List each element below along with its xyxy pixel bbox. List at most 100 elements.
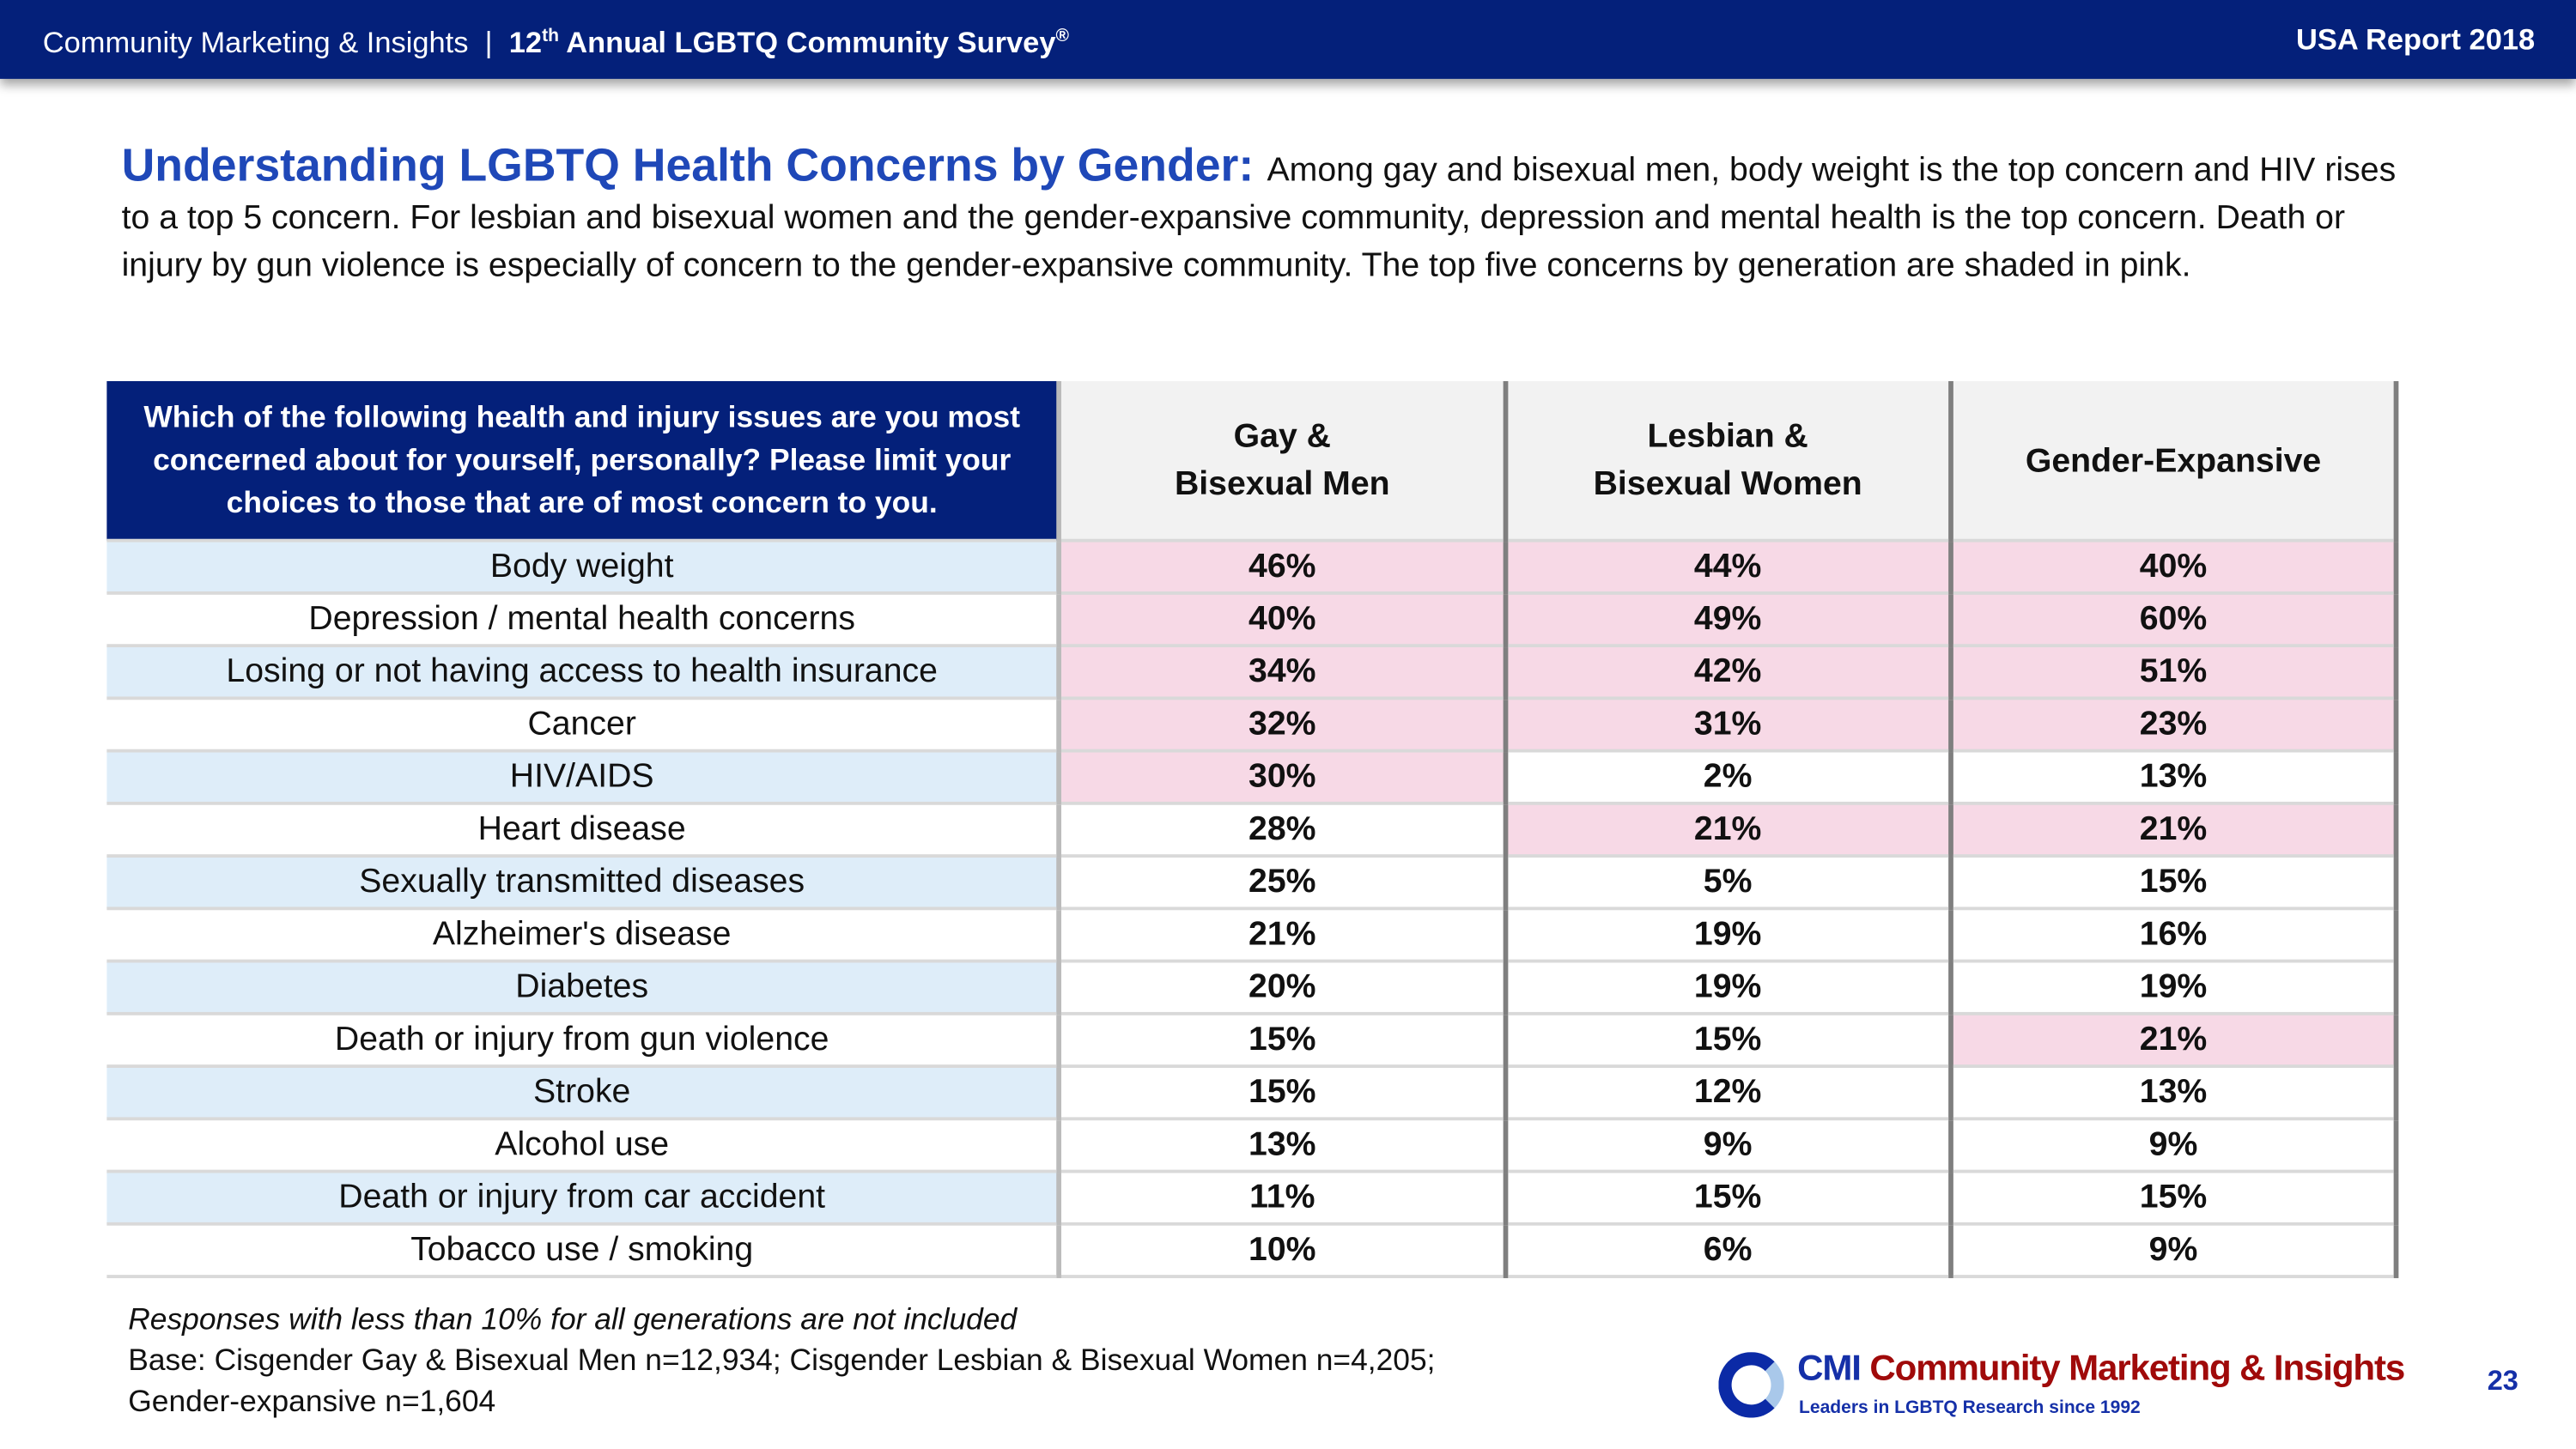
value-cell: 28% [1059, 803, 1508, 858]
value-cell: 15% [1059, 1066, 1508, 1121]
survey-name: Annual LGBTQ Community Survey [566, 26, 1056, 59]
row-label: Depression / mental health concerns [106, 592, 1062, 648]
table-row: Sexually transmitted diseases 25% 5% 15% [106, 856, 2399, 911]
value-cell: 34% [1059, 646, 1508, 700]
value-cell: 9% [1504, 1119, 1953, 1173]
column-header-line: Lesbian & [1647, 417, 1808, 456]
value-cell: 15% [1504, 1013, 1953, 1068]
value-cell: 32% [1059, 698, 1508, 753]
value-cell: 13% [1950, 750, 2399, 805]
logo-wordmark: CMI Community Marketing & Insights [1797, 1347, 2405, 1390]
value-cell: 15% [1950, 1171, 2399, 1226]
row-label: Alcohol use [106, 1119, 1062, 1173]
intro-text: Among gay and bisexual men, body weight … [121, 151, 2397, 285]
value-cell: 19% [1950, 961, 2399, 1016]
row-label: Sexually transmitted diseases [106, 856, 1062, 911]
intro: Understanding LGBTQ Health Concerns by G… [122, 142, 2422, 289]
value-cell: 5% [1504, 856, 1953, 911]
table-row: Diabetes 20% 19% 19% [106, 961, 2399, 1016]
value-cell: 19% [1504, 961, 1953, 1016]
value-cell: 15% [1059, 1013, 1508, 1068]
value-cell: 15% [1950, 856, 2399, 911]
table-row: Alcohol use 13% 9% 9% [106, 1119, 2399, 1173]
row-label: Death or injury from car accident [106, 1171, 1062, 1226]
table-row: Losing or not having access to health in… [106, 646, 2399, 700]
table-row: Death or injury from gun violence 15% 15% 2… [106, 1013, 2399, 1068]
column-header-line: Bisexual Men [1174, 464, 1390, 503]
top-banner: Community Marketing & Insights | 12th An… [0, 0, 2576, 79]
exclusion-note: Responses with less than 10% for all gen… [128, 1300, 1018, 1336]
row-label: Alzheimer's disease [106, 908, 1062, 963]
report-label: USA Report 2018 [2296, 22, 2536, 57]
column-header: Gay & Bisexual Men [1059, 381, 1508, 543]
row-label: Stroke [106, 1066, 1062, 1121]
health-concerns-table: Which of the following health and injury… [106, 381, 2399, 1278]
separator: | [484, 26, 493, 59]
row-label: Death or injury from gun violence [106, 1013, 1062, 1068]
page-number: 23 [2487, 1365, 2518, 1397]
value-cell: 13% [1059, 1119, 1508, 1173]
value-cell: 21% [1504, 803, 1953, 858]
value-cell: 40% [1950, 540, 2399, 595]
logo-tagline: Leaders in LGBTQ Research since 1992 [1799, 1397, 2141, 1418]
value-cell: 15% [1504, 1171, 1953, 1226]
column-header-line: Bisexual Women [1593, 464, 1862, 503]
column-header-line: Gay & [1233, 417, 1331, 456]
value-cell: 42% [1504, 646, 1953, 700]
value-cell: 12% [1504, 1066, 1953, 1121]
value-cell: 49% [1504, 592, 1953, 648]
value-cell: 23% [1950, 698, 2399, 753]
value-cell: 30% [1059, 750, 1508, 805]
row-label: Cancer [106, 698, 1062, 753]
page-title: Understanding LGBTQ Health Concerns by G… [121, 139, 1255, 191]
row-label: Tobacco use / smoking [106, 1223, 1062, 1278]
column-header: Lesbian & Bisexual Women [1504, 381, 1953, 543]
registered-mark: ® [1055, 26, 1070, 46]
question-header: Which of the following health and injury… [106, 381, 1062, 543]
column-header: Gender-Expansive [1950, 381, 2399, 543]
value-cell: 9% [1950, 1223, 2399, 1278]
value-cell: 10% [1059, 1223, 1508, 1278]
row-label: Heart disease [106, 803, 1062, 858]
value-cell: 20% [1059, 961, 1508, 1016]
value-cell: 21% [1059, 908, 1508, 963]
base-note-1: Base: Cisgender Gay & Bisexual Men n=12,… [128, 1342, 1436, 1377]
org-name: Community Marketing & Insights [42, 26, 469, 59]
value-cell: 19% [1504, 908, 1953, 963]
table-row: Depression / mental health concerns 40% 49… [106, 592, 2399, 648]
table-row: Stroke 15% 12% 13% [106, 1066, 2399, 1121]
row-label: HIV/AIDS [106, 750, 1062, 805]
value-cell: 21% [1950, 803, 2399, 858]
table-row: Cancer 32% 31% 23% [106, 698, 2399, 753]
cmi-logo: CMI Community Marketing & Insights Leade… [1715, 1344, 2470, 1430]
value-cell: 2% [1504, 750, 1953, 805]
row-label: Body weight [106, 540, 1062, 595]
ordinal-suffix: th [542, 26, 559, 46]
value-cell: 6% [1504, 1223, 1953, 1278]
table-row: Alzheimer's disease 21% 19% 16% [106, 908, 2399, 963]
value-cell: 21% [1950, 1013, 2399, 1068]
table-row: Death or injury from car accident 11% 15% 1… [106, 1171, 2399, 1226]
column-header-line: Gender-Expansive [2025, 440, 2322, 479]
footnotes: Responses with less than 10% for all gen… [128, 1298, 1435, 1422]
logo-abbr: CMI [1797, 1347, 1862, 1389]
table-row: Body weight 46% 44% 40% [106, 540, 2399, 595]
row-label: Losing or not having access to health in… [106, 646, 1062, 700]
value-cell: 31% [1504, 698, 1953, 753]
logo-ring-icon [1718, 1352, 1784, 1418]
row-label: Diabetes [106, 961, 1062, 1016]
table-row: HIV/AIDS 30% 2% 13% [106, 750, 2399, 805]
value-cell: 60% [1950, 592, 2399, 648]
table-row: Tobacco use / smoking 10% 6% 9% [106, 1223, 2399, 1278]
survey-title: 12th Annual LGBTQ Community Survey® [509, 27, 1069, 59]
banner-title: Community Marketing & Insights | 12th An… [43, 27, 1069, 61]
logo-name: Community Marketing & Insights [1869, 1347, 2405, 1389]
value-cell: 46% [1059, 540, 1508, 595]
survey-ordinal: 12 [508, 26, 543, 59]
value-cell: 44% [1504, 540, 1953, 595]
value-cell: 9% [1950, 1119, 2399, 1173]
table-row: Heart disease 28% 21% 21% [106, 803, 2399, 858]
value-cell: 40% [1059, 592, 1508, 648]
value-cell: 25% [1059, 856, 1508, 911]
value-cell: 16% [1950, 908, 2399, 963]
